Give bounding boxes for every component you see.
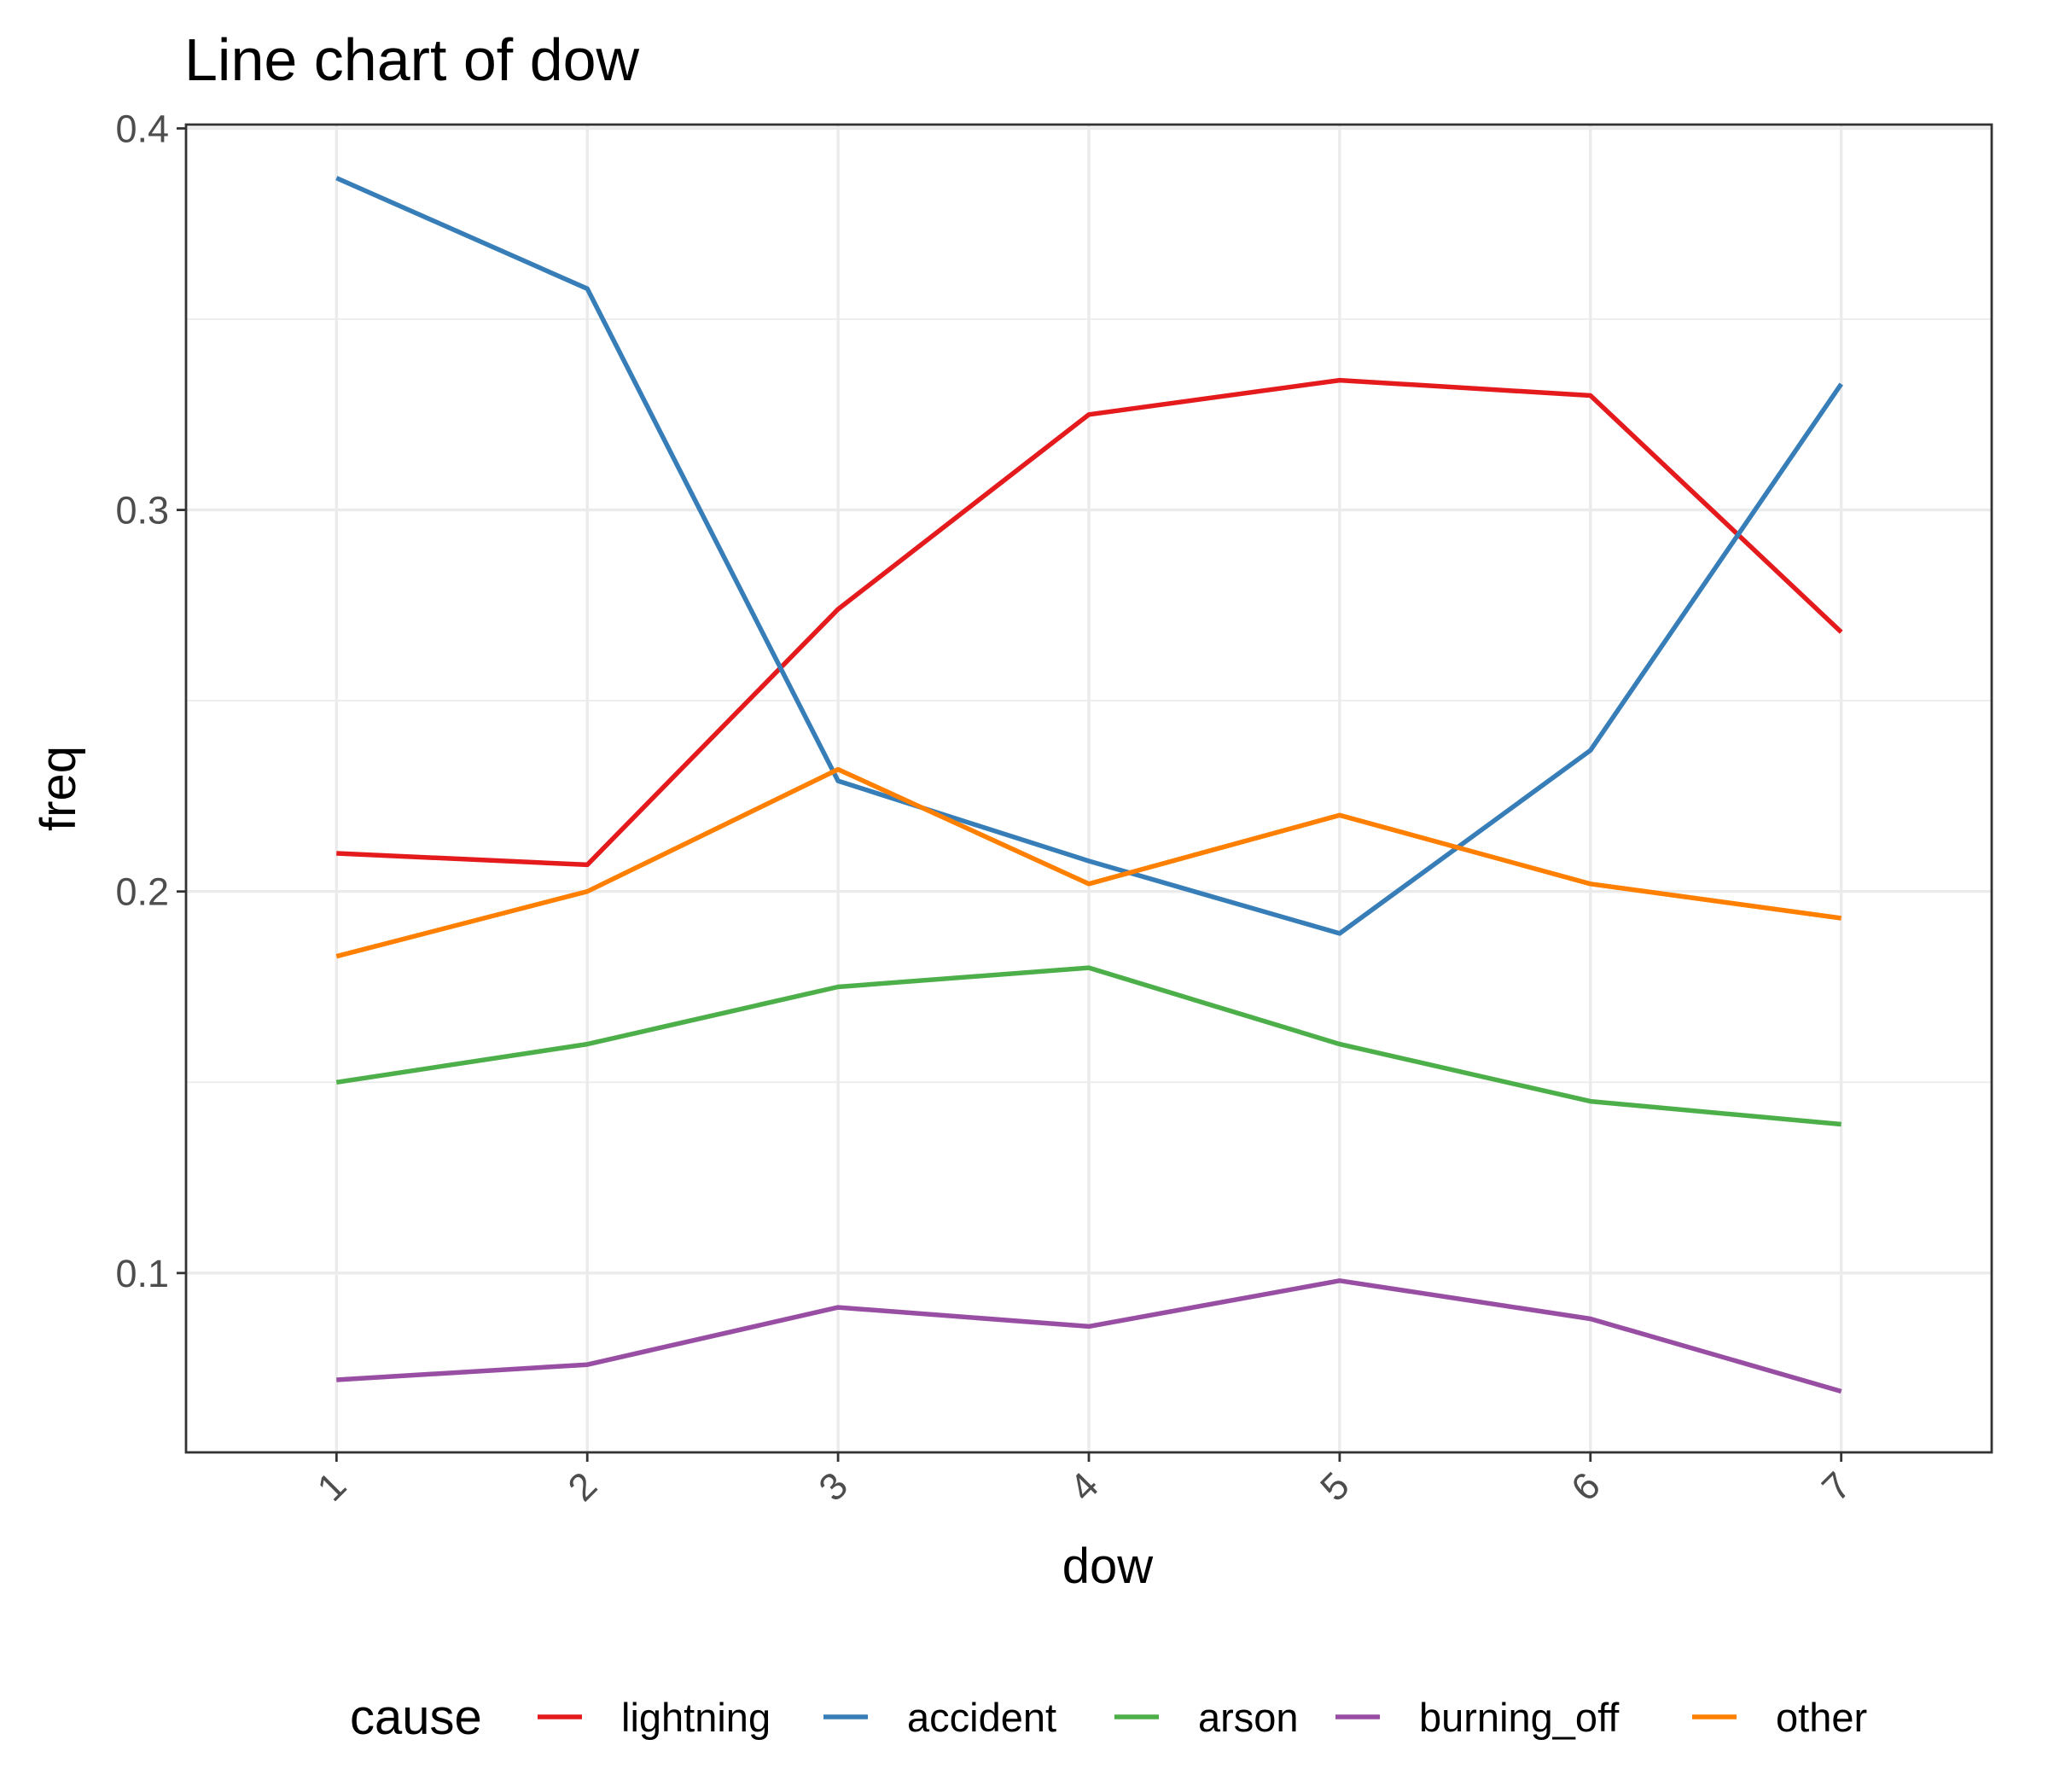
legend-label-accident: accident xyxy=(907,1695,1056,1740)
y-axis-title: freq xyxy=(31,746,86,831)
y-tick-label: 0.1 xyxy=(115,1252,169,1295)
series-line-lightning xyxy=(336,377,1843,868)
series-line-other xyxy=(335,766,1842,959)
series-line-burning-off xyxy=(336,1278,1842,1394)
legend-label-arson: arson xyxy=(1198,1695,1299,1740)
series-line-arson xyxy=(335,965,1841,1127)
grid xyxy=(186,125,1992,1452)
legend-label-burning-off: burning_off xyxy=(1419,1695,1620,1740)
legend-label-lightning: lightning xyxy=(621,1695,771,1740)
series-lines xyxy=(335,176,1843,1394)
series-line-accident xyxy=(335,176,1843,936)
x-axis-title: dow xyxy=(1062,1539,1155,1594)
legend-label-other: other xyxy=(1776,1695,1867,1740)
legend-title: cause xyxy=(350,1690,482,1745)
y-tick-label: 0.4 xyxy=(115,107,169,150)
chart-title: Line chart of dow xyxy=(184,26,640,93)
y-tick-label: 0.2 xyxy=(115,870,169,914)
legend: cause lightning accident arson burning_off o… xyxy=(350,1690,1867,1745)
y-tick-label: 0.3 xyxy=(115,489,169,532)
